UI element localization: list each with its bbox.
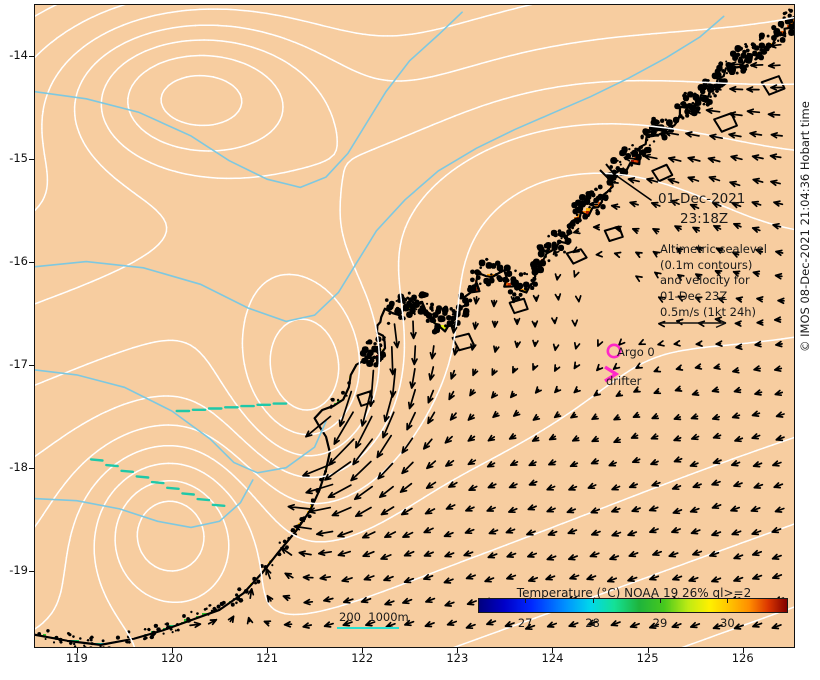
colorbar-tick-label: 28 (585, 616, 600, 630)
y-tick-mark (29, 55, 34, 57)
colorbar-tick-mark (727, 598, 729, 603)
copyright-credit: © IMOS 08-Dec-2021 21:04:36 Hobart time (798, 101, 812, 352)
colorbar-tick-mark (592, 598, 594, 603)
y-tick-label: -18 (9, 459, 28, 474)
colorbar (478, 598, 788, 613)
y-tick-mark (29, 570, 34, 572)
x-tick-label: 126 (731, 651, 754, 665)
x-tick-mark (552, 648, 554, 653)
colorbar-tick-mark (525, 598, 527, 603)
x-tick-label: 121 (256, 651, 279, 665)
x-tick-mark (171, 648, 173, 653)
argo-legend-label: Argo 0 (617, 345, 655, 359)
date-annotation: 01-Dec-2021 23:18Z (658, 190, 745, 229)
map-plot-area[interactable]: 01-Dec-2021 23:18Z Altimetric sealevel (0… (34, 4, 795, 648)
altimetry-legend-text: Altimetric sealevel (0.1m contours) and … (660, 242, 767, 319)
x-tick-mark (457, 648, 459, 653)
x-tick-label: 119 (65, 651, 88, 665)
x-tick-mark (647, 648, 649, 653)
x-tick-label: 124 (541, 651, 564, 665)
scalebar-line (337, 627, 399, 629)
y-tick-mark (29, 467, 34, 469)
y-tick-label: -15 (9, 150, 28, 165)
colorbar-tick-label: 29 (652, 616, 668, 630)
contour-and-velocity-layer (34, 4, 795, 648)
argo-circle-icon (606, 343, 622, 359)
y-tick-label: -16 (9, 253, 28, 268)
velocity-scale-arrow (660, 317, 727, 329)
colorbar-tick-mark (659, 598, 661, 603)
colorbar-gradient (478, 598, 788, 613)
y-tick-mark (29, 261, 34, 263)
x-tick-mark (267, 648, 269, 653)
y-tick-mark (29, 364, 34, 366)
y-tick-label: -19 (9, 562, 28, 577)
land-and-coastline-layer (34, 4, 795, 648)
colorbar-tick-label: 30 (720, 616, 735, 630)
colorbar-tick-label: 27 (517, 616, 533, 630)
x-tick-mark (742, 648, 744, 653)
y-tick-label: -17 (9, 356, 28, 371)
y-tick-mark (29, 158, 34, 160)
y-tick-label: -14 (9, 47, 28, 62)
x-tick-label: 125 (636, 651, 659, 665)
x-tick-label: 120 (160, 651, 183, 665)
x-tick-label: 122 (351, 651, 374, 665)
colorbar-title: Temperature (°C) NOAA 19 26% ql>=2 (516, 586, 752, 600)
reference-arrow-and-markers (604, 317, 727, 383)
x-tick-label: 123 (446, 651, 469, 665)
drifter-chevron-icon (604, 365, 620, 383)
x-tick-mark (76, 648, 78, 653)
date-line-1: 01-Dec-2021 (658, 191, 746, 207)
date-line-2: 23:18Z (680, 210, 729, 227)
x-tick-mark (362, 648, 364, 653)
drifter-legend-label: drifter (606, 374, 642, 388)
scalebar-label: 200 1000m (339, 610, 409, 624)
